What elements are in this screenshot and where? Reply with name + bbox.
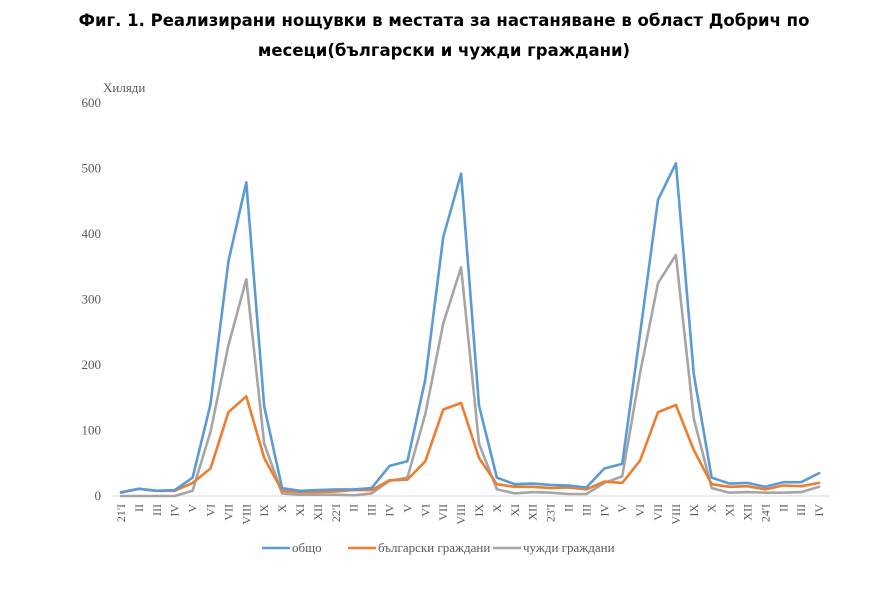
x-tick-label: VI — [418, 504, 432, 517]
x-tick-label: III — [794, 504, 808, 516]
series-line-1 — [119, 395, 821, 494]
x-tick-label: VII — [221, 504, 235, 521]
legend: общо български граждани чужди граждани — [262, 540, 615, 555]
x-tick-label: V — [186, 504, 200, 513]
x-tick-label: XI — [723, 504, 737, 517]
x-tick-label: II — [132, 504, 146, 512]
series-line-0 — [119, 162, 821, 495]
x-tick-label: X — [490, 504, 504, 513]
x-tick-label: XII — [311, 504, 325, 521]
x-tick-label: XI — [293, 504, 307, 517]
legend-label-0: общо — [292, 540, 322, 555]
x-tick-labels: 21'I II III IV V VI VII VIII IX X XI XII 22'I II III IV… — [114, 504, 826, 525]
x-tick-label: III — [579, 504, 593, 516]
x-tick-label: IV — [383, 504, 397, 517]
y-tick-label: 300 — [82, 292, 102, 307]
x-tick-label: 22'I — [329, 504, 343, 522]
x-tick-label: IV — [812, 504, 826, 517]
x-tick-label: 23'I — [544, 504, 558, 522]
x-tick-label: VII — [651, 504, 665, 521]
x-tick-label: VIII — [239, 504, 253, 525]
legend-label-1: български граждани — [378, 540, 490, 555]
series-line-2 — [119, 253, 821, 498]
chart-title: Фиг. 1. Реализирани нощувки в местата за… — [0, 6, 888, 66]
x-tick-label: XII — [741, 504, 755, 521]
x-tick-label: VI — [204, 504, 218, 517]
x-tick-label: XII — [526, 504, 540, 521]
x-tick-label: IX — [687, 504, 701, 517]
x-tick-label: IX — [472, 504, 486, 517]
y-tick-label: 400 — [82, 226, 102, 241]
x-tick-label: 21'I — [114, 504, 128, 522]
x-tick-label: X — [275, 504, 289, 513]
chart-title-line1: Фиг. 1. Реализирани нощувки в местата за… — [78, 11, 810, 30]
x-tick-label: V — [400, 504, 414, 513]
x-tick-label: 24'I — [758, 504, 772, 522]
y-tick-labels: 0 100 200 300 400 500 600 — [82, 95, 102, 503]
x-tick-label: XI — [508, 504, 522, 517]
y-tick-label: 0 — [95, 488, 102, 503]
chart-title-line2: месеци(български и чужди граждани) — [257, 41, 631, 60]
x-tick-label: IV — [597, 504, 611, 517]
x-tick-label: X — [705, 504, 719, 513]
x-tick-label: IV — [168, 504, 182, 517]
y-tick-label: 600 — [82, 95, 102, 110]
x-tick-label: IX — [257, 504, 271, 517]
x-tick-label: III — [150, 504, 164, 516]
series-lines — [119, 162, 821, 498]
x-tick-label: V — [615, 504, 629, 513]
x-tick-label: II — [776, 504, 790, 512]
y-axis-label: Хиляди — [103, 80, 145, 95]
y-tick-label: 500 — [82, 161, 102, 176]
x-tick-label: VI — [633, 504, 647, 517]
y-tick-label: 200 — [82, 357, 102, 372]
x-tick-label: II — [562, 504, 576, 512]
x-tick-label: III — [365, 504, 379, 516]
legend-label-2: чужди граждани — [523, 540, 615, 555]
x-tick-label: VIII — [454, 504, 468, 525]
x-tick-label: II — [347, 504, 361, 512]
y-tick-label: 100 — [82, 423, 102, 438]
x-tick-label: VIII — [669, 504, 683, 525]
x-tick-label: VII — [436, 504, 450, 521]
